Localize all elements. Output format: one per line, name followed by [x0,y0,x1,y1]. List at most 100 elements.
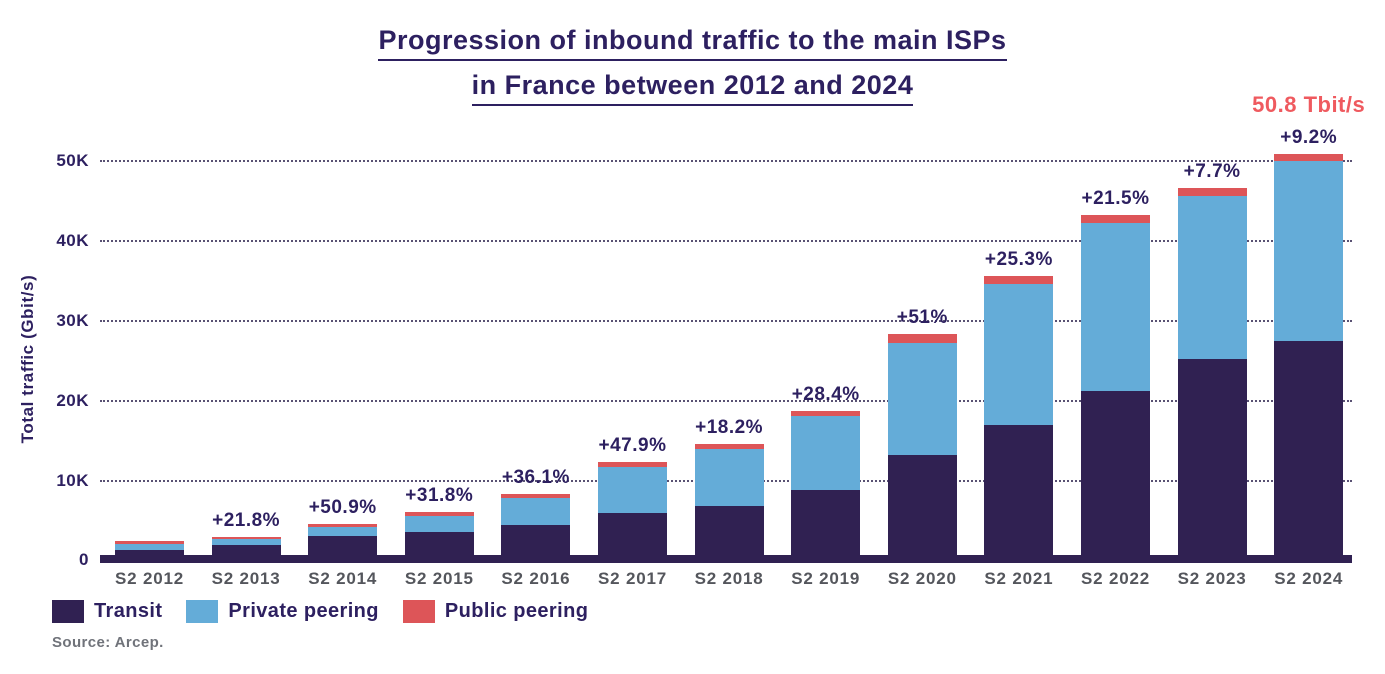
bar-segment-private-peering [404,516,474,533]
bar-segment-transit [211,544,281,563]
growth-label-s2-2016: +36.1% [501,467,570,489]
bar-s2-2013 [211,536,281,563]
gridline-50K [100,159,1352,162]
bar-segment-transit [1177,359,1247,563]
bar-segment-transit [308,536,378,563]
bar-segment-private-peering [887,343,957,455]
bar-segment-public-peering [1274,154,1344,161]
legend-label: Transit [94,600,163,622]
x-axis-tick-label: S2 2022 [1081,569,1150,588]
bar-s2-2017 [598,462,667,563]
bar-segment-transit [694,505,764,563]
bar-segment-public-peering [1177,188,1247,196]
legend-item-public-peering: Public peering [402,600,589,623]
x-axis-tick-label: S2 2013 [211,569,281,588]
legend: Transit Private peering Public peering [52,600,612,623]
x-axis-tick-label: S2 2018 [694,569,764,588]
bar-segment-transit [984,424,1054,563]
legend-item-transit: Transit [52,600,162,623]
growth-label-s2-2015: +31.8% [405,485,474,507]
y-axis-tick-label: 0 [79,549,89,569]
bar-s2-2014 [308,524,378,563]
bar-segment-private-peering [791,415,861,491]
legend-swatch-icon [186,600,219,623]
bar-s2-2015 [404,512,474,563]
growth-label-s2-2022: +21.5% [1081,188,1150,210]
bar-segment-private-peering [1274,160,1344,341]
x-axis-tick-label: S2 2023 [1177,569,1247,588]
bar-segment-transit [501,524,571,563]
x-axis-tick-label: S2 2017 [598,569,667,588]
bar-segment-transit [598,512,667,563]
bar-s2-2021 [984,276,1054,563]
bar-segment-transit [404,532,474,563]
chart-title: Progression of inbound traffic to the ma… [0,20,1385,110]
gridline-20K [100,400,1352,403]
legend-item-private-peering: Private peering [186,600,379,623]
x-axis-tick-label: S2 2016 [501,569,571,588]
legend-swatch-icon [52,600,84,623]
bar-segment-private-peering [211,539,281,545]
legend-swatch-icon [402,600,435,623]
source-note: Source: Arcep. [52,634,164,651]
y-axis-tick-label: 20K [56,391,89,411]
bar-segment-public-peering [984,276,1054,284]
x-axis-tick-label: S2 2014 [308,569,378,588]
y-axis-tick-label: 30K [56,310,89,330]
bar-segment-public-peering [1081,215,1150,224]
bar-segment-transit [115,549,184,563]
bar-segment-private-peering [984,284,1054,425]
bar-s2-2012 [115,541,184,563]
chart-title-line2-text: in France between 2012 and 2024 [471,70,914,106]
bar-segment-transit [1274,340,1344,563]
y-axis-tick-label: 50K [56,150,89,170]
bar-segment-private-peering [501,498,571,525]
bar-segment-public-peering [887,333,957,344]
x-axis-tick-label: S2 2020 [887,569,957,588]
bar-segment-public-peering [404,512,474,517]
growth-label-s2-2023: +7.7% [1183,161,1241,183]
growth-label-s2-2013: +21.8% [212,509,281,531]
chart-title-line2: in France between 2012 and 2024 [0,65,1385,110]
growth-label-s2-2014: +50.9% [308,497,377,519]
x-axis-tick-label: S2 2015 [404,569,474,588]
bar-segment-transit [791,490,861,563]
bar-segment-public-peering [598,462,667,468]
bar-s2-2016 [501,494,571,563]
bar-segment-public-peering [211,536,281,540]
bar-s2-2023 [1177,188,1247,563]
peak-total-label: 50.8 Tbit/s [1252,92,1366,118]
bar-segment-private-peering [115,544,184,550]
bar-s2-2024 [1274,154,1344,563]
bar-segment-transit [1081,390,1150,563]
gridline-40K [100,239,1352,242]
bar-s2-2019 [791,410,861,563]
growth-label-s2-2017: +47.9% [598,435,667,457]
bar-s2-2022 [1081,215,1150,563]
growth-label-s2-2024: +9.2% [1280,127,1338,149]
bar-segment-transit [887,454,957,563]
x-axis-tick-label: S2 2021 [984,569,1054,588]
bar-segment-private-peering [598,467,667,513]
bar-segment-public-peering [308,524,378,528]
bar-segment-public-peering [791,410,861,416]
bar-segment-private-peering [1177,195,1247,360]
bar-s2-2018 [694,444,764,563]
y-axis-tick-label: 40K [56,230,89,250]
growth-label-s2-2018: +18.2% [695,417,764,439]
bar-segment-private-peering [1081,223,1150,391]
growth-label-s2-2019: +28.4% [791,383,860,405]
growth-label-s2-2020: +51% [896,306,948,328]
legend-label: Public peering [444,600,589,622]
x-axis-tick-label: S2 2019 [791,569,861,588]
gridline-30K [100,319,1352,322]
growth-label-s2-2021: +25.3% [984,249,1053,271]
y-axis-tick-label: 10K [56,471,89,491]
bar-segment-private-peering [308,527,378,537]
bar-s2-2020 [887,333,957,563]
bar-segment-public-peering [115,541,184,545]
bar-segment-public-peering [694,444,764,450]
x-axis-tick-label: S2 2012 [115,569,184,588]
legend-label: Private peering [228,600,379,622]
